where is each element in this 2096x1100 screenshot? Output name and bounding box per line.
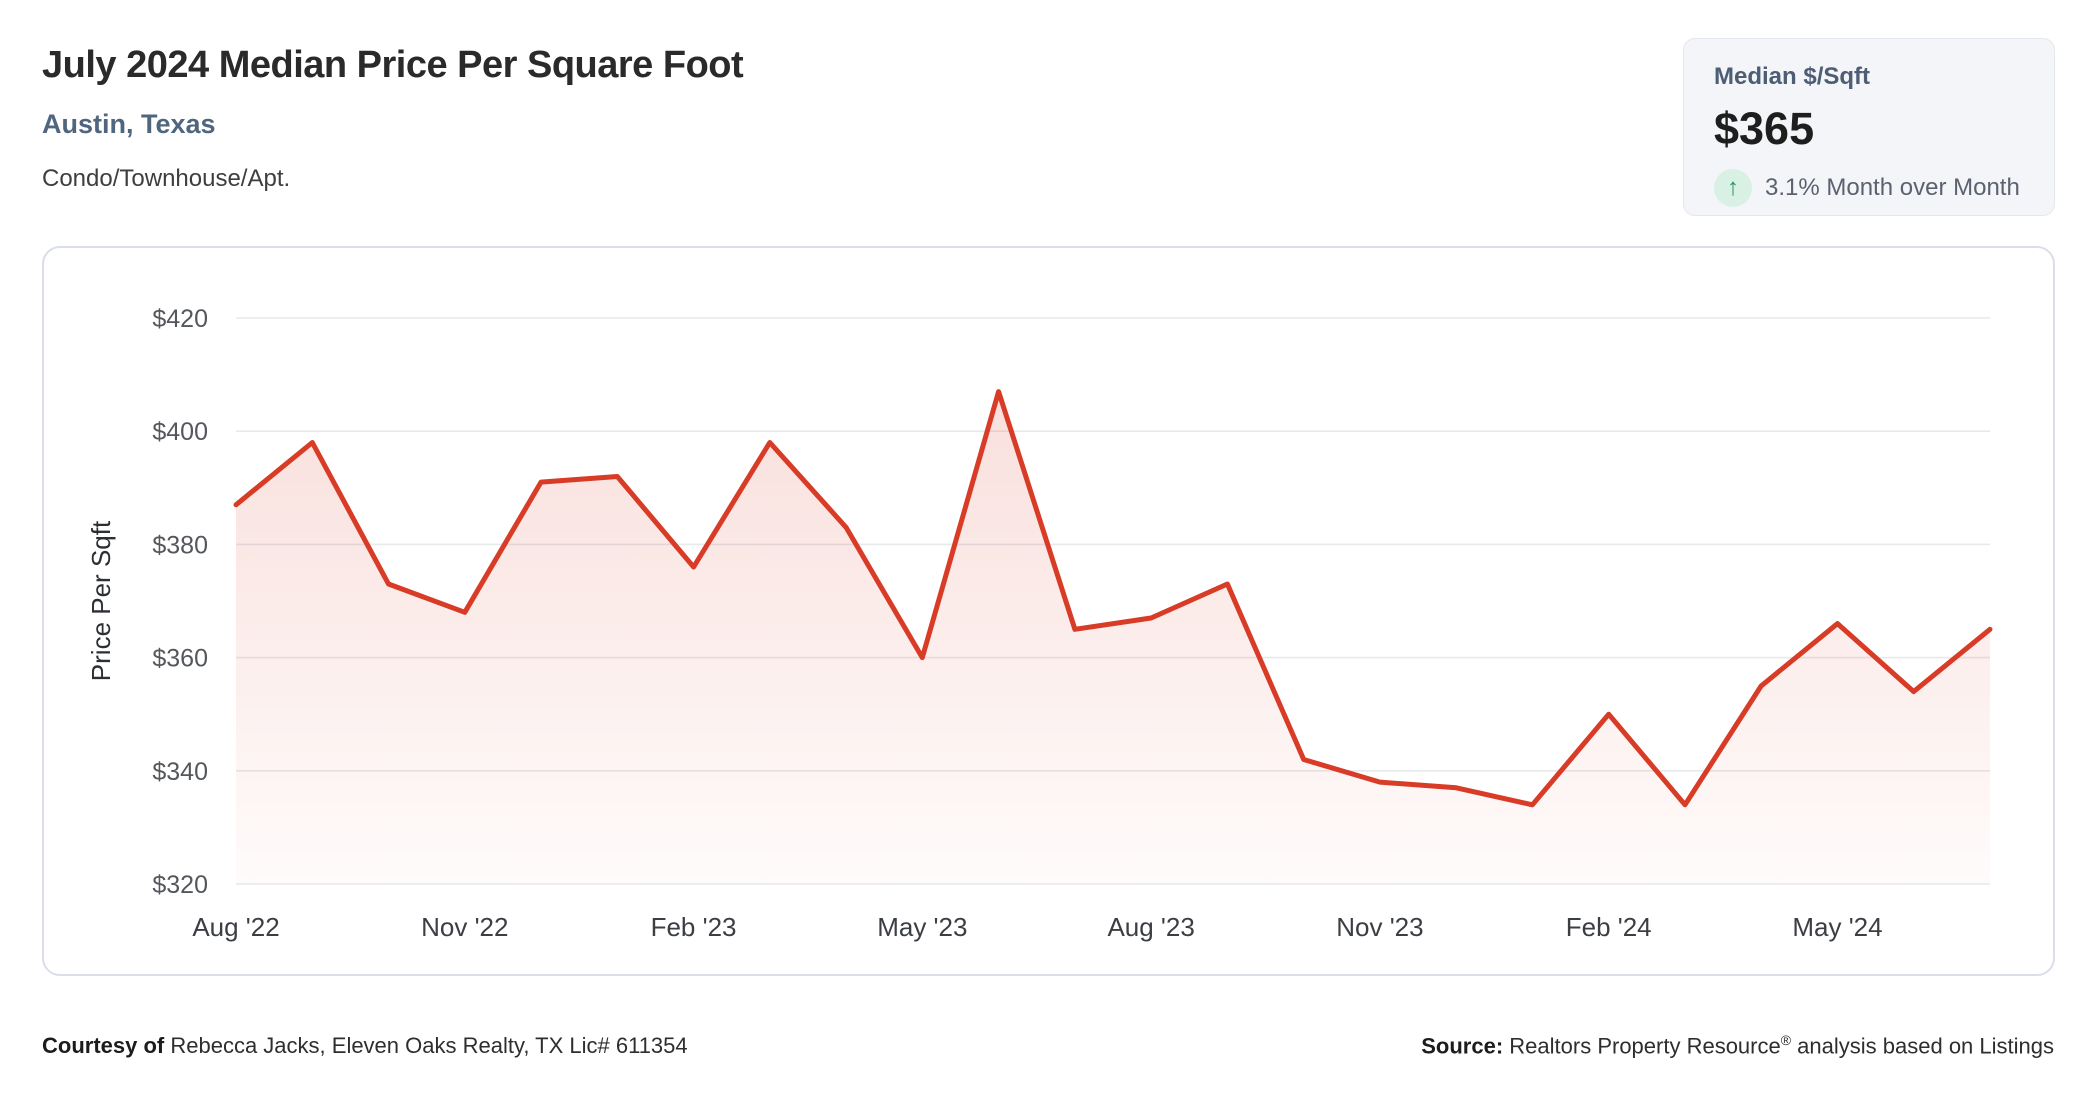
location-subtitle: Austin, Texas xyxy=(42,109,216,139)
page-header: July 2024 Median Price Per Square Foot A… xyxy=(42,44,744,193)
series-line xyxy=(233,389,1993,808)
stat-change-row: ↑ 3.1% Month over Month xyxy=(1714,169,2024,207)
source-text-after: analysis based on Listings xyxy=(1791,1033,2054,1059)
svg-text:Feb '24: Feb '24 xyxy=(1566,912,1652,942)
up-arrow-icon: ↑ xyxy=(1727,174,1739,201)
svg-text:Nov '22: Nov '22 xyxy=(421,912,508,942)
price-chart-card: $320 $340 $360 $380 $400 $420 Aug '22 Nov '22 Fe… xyxy=(42,246,2055,976)
source-label: Source: xyxy=(1421,1033,1504,1059)
trend-circle: ↑ xyxy=(1714,169,1752,207)
svg-text:May '23: May '23 xyxy=(877,912,967,942)
svg-text:Aug '22: Aug '22 xyxy=(192,912,279,942)
stat-value: $365 xyxy=(1714,103,1815,154)
median-stat-card: Median $/Sqft $365 ↑ 3.1% Month over Mon… xyxy=(1683,38,2055,216)
stat-label: Median $/Sqft xyxy=(1714,63,1871,90)
svg-text:Nov '23: Nov '23 xyxy=(1336,912,1423,942)
stat-change-text: 3.1% Month over Month xyxy=(1765,174,2020,201)
svg-text:$400: $400 xyxy=(152,418,208,446)
svg-text:Feb '23: Feb '23 xyxy=(651,912,737,942)
svg-text:$420: $420 xyxy=(152,305,208,333)
svg-text:May '24: May '24 xyxy=(1792,912,1882,942)
source-text-before: Realtors Property Resource xyxy=(1503,1033,1781,1059)
property-type-label: Condo/Townhouse/Apt. xyxy=(42,165,291,192)
courtesy-label: Courtesy of xyxy=(42,1033,165,1059)
courtesy-note: Courtesy of Rebecca Jacks, Eleven Oaks R… xyxy=(42,1033,688,1059)
source-note: Source: Realtors Property Resource® anal… xyxy=(1421,1032,2054,1059)
svg-text:$340: $340 xyxy=(152,758,208,786)
x-axis-labels: Aug '22 Nov '22 Feb '23 May '23 Aug '23 Nov '… xyxy=(192,912,1882,942)
registered-mark: ® xyxy=(1780,1032,1792,1048)
page-title: July 2024 Median Price Per Square Foot xyxy=(42,44,744,86)
y-axis-title: Price Per Sqft xyxy=(86,520,116,681)
svg-text:$380: $380 xyxy=(152,531,208,559)
series-area xyxy=(236,391,1990,884)
chart-svg: $320 $340 $360 $380 $400 $420 Aug '22 Nov '22 Fe… xyxy=(86,305,1993,942)
svg-text:$320: $320 xyxy=(152,871,208,899)
svg-text:$360: $360 xyxy=(152,645,208,673)
svg-text:Aug '23: Aug '23 xyxy=(1107,912,1194,942)
courtesy-text: Rebecca Jacks, Eleven Oaks Realty, TX Li… xyxy=(164,1033,688,1059)
page-footer: Courtesy of Rebecca Jacks, Eleven Oaks R… xyxy=(42,1032,2054,1059)
